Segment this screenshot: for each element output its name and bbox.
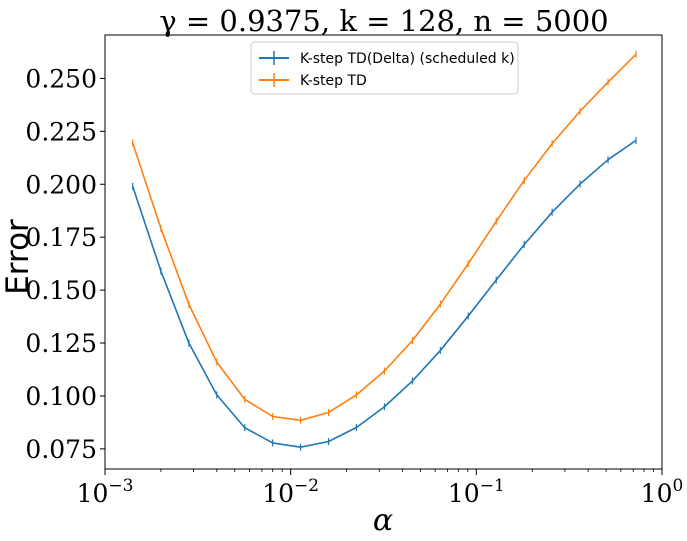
x-tick-label-exp-2: −1 <box>480 476 505 496</box>
x-axis-label: α <box>373 503 393 538</box>
y-tick-label-7: 0.250 <box>25 64 97 93</box>
legend-label-delta: K-step TD(Delta) (scheduled k) <box>300 51 515 67</box>
y-axis-label: Error <box>0 219 36 295</box>
legend: K-step TD(Delta) (scheduled k) K-step TD <box>250 41 519 95</box>
legend-entry-kstep: K-step TD <box>259 73 367 89</box>
series-0 <box>131 136 637 451</box>
y-tick-label-4: 0.175 <box>25 223 97 252</box>
x-tick-label-base-2: 10 <box>448 479 480 508</box>
x-tick-label-exp-0: −3 <box>108 476 133 496</box>
legend-entry-delta: K-step TD(Delta) (scheduled k) <box>259 51 515 67</box>
y-tick-label-3: 0.150 <box>25 276 97 305</box>
y-tick-label-1: 0.100 <box>25 382 97 411</box>
x-tick-label-exp-3: 0 <box>672 476 683 496</box>
y-tick-label-6: 0.225 <box>25 117 97 146</box>
chart-title: γ = 0.9375, k = 128, n = 5000 <box>159 4 608 38</box>
series-line-1 <box>131 53 637 422</box>
x-tick-label-0: 10−3 <box>77 476 134 508</box>
legend-label-kstep: K-step TD <box>300 73 367 89</box>
x-axis: 10−3 10−2 10−1 100 <box>77 469 684 508</box>
y-tick-label-2: 0.125 <box>25 329 97 358</box>
y-tick-label-5: 0.200 <box>25 170 97 199</box>
x-tick-label-base-1: 10 <box>262 479 294 508</box>
x-tick-label-base-3: 10 <box>641 479 673 508</box>
legend-box <box>250 41 519 95</box>
series-1 <box>131 50 637 424</box>
series-layer <box>131 50 637 451</box>
plot-frame <box>104 34 663 470</box>
y-axis: 0.075 0.100 0.125 0.150 0.175 0.200 0.225 0.250 <box>25 64 105 464</box>
x-tick-label-3: 100 <box>641 476 684 508</box>
y-tick-label-0: 0.075 <box>25 435 97 464</box>
x-tick-label-exp-1: −2 <box>294 476 319 496</box>
plot-area <box>104 34 663 470</box>
x-tick-label-1: 10−2 <box>262 476 319 508</box>
x-tick-label-2: 10−1 <box>448 476 505 508</box>
x-tick-label-base-0: 10 <box>77 479 109 508</box>
series-line-0 <box>131 139 637 448</box>
